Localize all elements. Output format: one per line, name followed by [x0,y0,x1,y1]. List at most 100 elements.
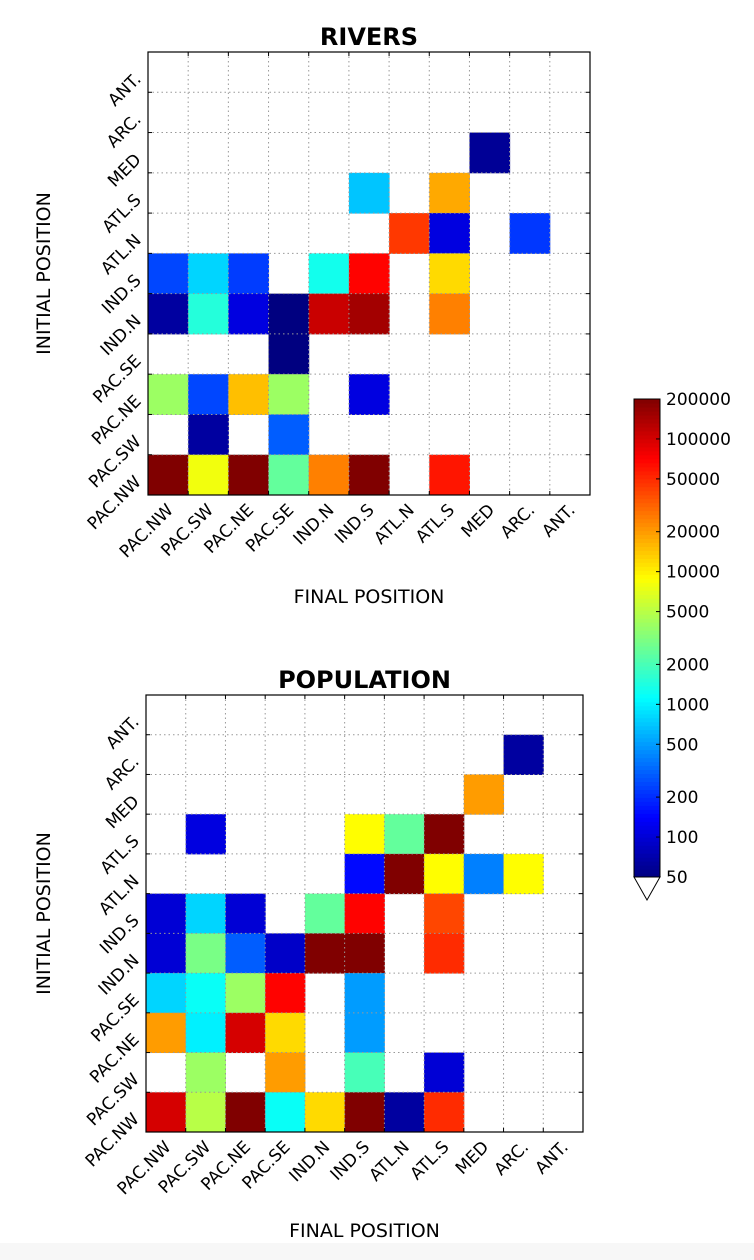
heatmap-rivers: PAC.NWPAC.SWPAC.NEPAC.SEIND.NIND.SATL.NA… [33,23,591,608]
colorbar-segment [634,789,660,794]
heatmap-cell [146,1092,187,1133]
colorbar-segment [634,522,660,528]
colorbar-segment [634,709,660,715]
x-tick-label: IND.S [327,1137,374,1184]
colorbar-tick-label: 2000 [666,655,709,675]
x-tick-label: ATL.S [407,1137,454,1184]
heatmap-cell [268,333,310,375]
colorbar-segment [634,669,660,675]
y-tick-label: ATL.N [95,871,143,919]
heatmap-cell [268,293,310,335]
heatmap-cell [344,853,385,895]
colorbar-segment [634,693,660,699]
y-tick-label: ANT. [104,70,145,111]
colorbar-segment [634,845,660,850]
colorbar-segment [634,729,660,735]
colorbar-tick-label: 10000 [666,563,720,583]
colorbar-segment [634,645,660,651]
heatmap-cell [148,454,189,496]
colorbar-segment [634,502,660,508]
heatmap-cell [509,213,551,254]
colorbar-segment [634,458,660,464]
colorbar-segment [634,733,660,739]
heatmap-cell [265,973,306,1014]
colorbar-segment [634,566,660,571]
colorbar-segment [634,399,660,404]
colorbar-segment [634,638,660,643]
heatmap-cell [429,454,470,496]
colorbar-segment [634,614,660,619]
colorbar-segment [634,486,660,492]
colorbar-segment [634,590,660,595]
heatmap-cell [146,893,187,934]
y-tick-label: ANT. [102,712,143,753]
heatmap-cell [308,293,350,335]
heatmap-cell [348,293,390,335]
colorbar-segment [634,510,660,516]
colorbar-segment [634,574,660,579]
colorbar-segment [634,769,660,775]
colorbar-tick-label: 20000 [666,523,720,543]
heatmap-cell [185,893,226,934]
colorbar-segment [634,418,660,424]
heatmap-cell [185,1092,226,1133]
colorbar-segment [634,542,660,547]
colorbar-segment [634,793,660,798]
heatmap-cell [503,734,544,775]
heatmap-cell [265,933,306,974]
colorbar-segment [634,586,660,591]
colorbar-segment [634,653,660,659]
heatmap-cell [389,213,430,254]
colorbar-segment [634,797,660,802]
colorbar-segment [634,813,660,818]
heatmap-cell [429,172,470,214]
colorbar-segment [634,410,660,416]
heatmap-cell [424,1052,465,1093]
colorbar-segment [634,570,660,575]
colorbar-segment [634,869,660,874]
heatmap-cell [384,814,425,855]
colorbar-segment [634,462,660,468]
heatmap-cell [348,374,390,415]
colorbar-segment [634,478,660,484]
heatmap-cell [146,1012,187,1054]
colorbar-segment [634,861,660,866]
colorbar-segment [634,530,660,536]
colorbar-segment [634,598,660,603]
colorbar-segment [634,865,660,870]
chart-title: RIVERS [320,23,418,51]
heatmap-cell [146,933,187,974]
y-tick-label: IND.N [95,951,144,1000]
colorbar-segment [634,681,660,687]
colorbar-segment [634,562,660,567]
colorbar-segment [634,701,660,707]
colorbar-segment [634,546,660,551]
heatmap-cell [304,893,346,934]
colorbar-segment [634,622,660,627]
colorbar-segment [634,426,660,432]
x-tick-label: MED [458,500,499,541]
colorbar-segment [634,685,660,691]
y-tick-label: IND.S [98,271,145,318]
colorbar-tick-label: 500 [666,735,698,755]
heatmap-cell [348,253,390,295]
heatmap-cell [469,132,511,174]
colorbar-segment [634,518,660,524]
heatmap-cell [146,973,187,1014]
colorbar-segment [634,833,660,838]
colorbar-segment [634,657,660,663]
colorbar-segment [634,785,660,790]
colorbar-segment [634,809,660,814]
heatmap-cell [424,893,465,934]
colorbar-segment [634,757,660,763]
heatmap-cell [424,1092,465,1133]
x-axis-label: FINAL POSITION [294,586,445,608]
colorbar-segment [634,414,660,420]
colorbar-segment [634,454,660,460]
colorbar-segment [634,665,660,671]
heatmap-cell [344,933,385,974]
colorbar-segment [634,725,660,731]
heatmap-cell [304,1092,346,1133]
colorbar-segment [634,450,660,456]
x-tick-label: IND.N [290,500,339,549]
